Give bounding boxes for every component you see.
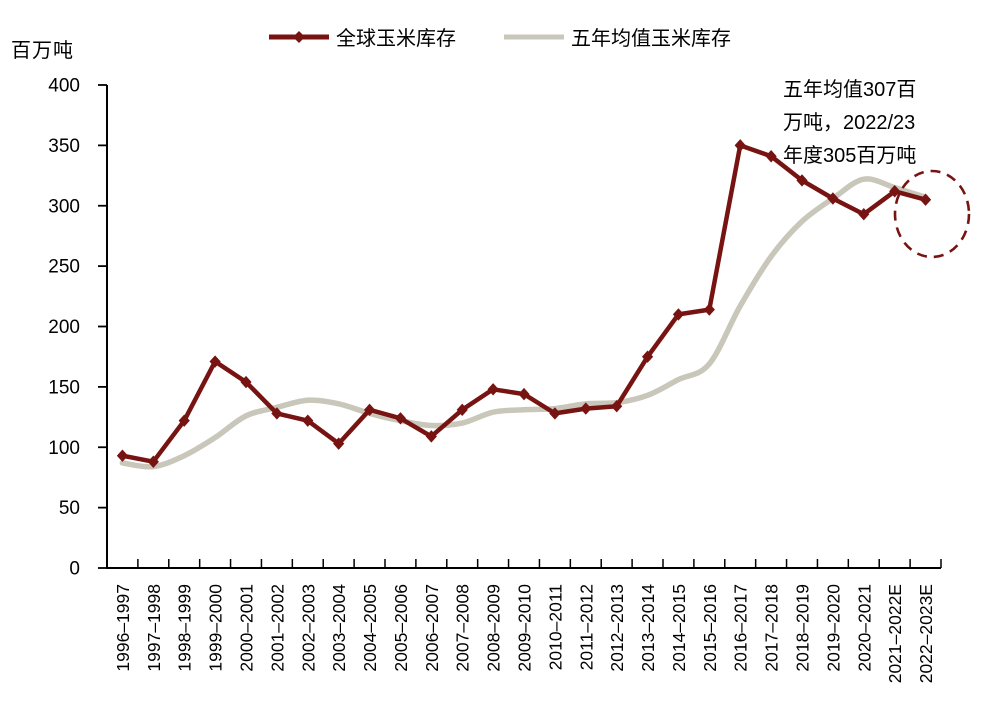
y-axis-unit-label: 百万吨 [11, 40, 74, 62]
legend-item-five-year-average: 五年均值玉米库存 [502, 22, 731, 51]
x-axis-tick-label: 2006–2007 [422, 584, 442, 672]
x-axis-tick-label: 2021–2022E [885, 584, 905, 683]
legend-line-icon [504, 34, 564, 39]
annotation-line-3: 年度305百万吨 [783, 145, 917, 167]
series-global-corn-stock-marker [487, 383, 499, 396]
y-axis-tick-label: 150 [48, 377, 80, 398]
y-axis-tick-label: 350 [48, 136, 80, 157]
x-axis-tick-label: 1998–1999 [175, 584, 195, 672]
series-global-corn-stock-marker [827, 192, 839, 205]
x-axis-tick-label: 2001–2002 [267, 584, 287, 672]
series-global-corn-stock-marker [363, 403, 376, 417]
x-axis-tick-label: 2017–2018 [762, 584, 782, 672]
y-axis-tick-label: 0 [69, 559, 80, 580]
series-global-corn-stock-marker [580, 402, 592, 415]
series-global-corn-stock-marker [271, 407, 283, 420]
x-axis-tick-label: 2010–2011 [545, 584, 565, 670]
series-global-corn-stock-marker [796, 174, 808, 187]
legend-line-diamond-icon [269, 30, 329, 43]
series-global-corn-stock-marker [302, 414, 314, 427]
series-global-corn-stock-marker [333, 437, 345, 450]
x-axis-tick-label: 2002–2003 [298, 584, 318, 672]
x-axis-tick-label: 2022–2023E [916, 584, 936, 683]
x-axis-tick-label: 2007–2008 [453, 584, 473, 672]
y-axis-tick-label: 100 [48, 438, 80, 459]
series-global-corn-stock-line [120, 143, 928, 464]
y-axis-tick-label: 300 [48, 196, 80, 217]
y-axis-tick-label: 250 [48, 257, 80, 278]
x-axis-tick-label: 2004–2005 [360, 584, 380, 672]
x-axis-tick-label: 2020–2021 [854, 584, 874, 672]
y-axis-tick-label: 400 [48, 76, 80, 97]
series-global-corn-stock-marker [178, 414, 190, 427]
x-axis-tick-label: 2016–2017 [731, 584, 751, 672]
x-axis-tick-label: 2009–2010 [515, 584, 535, 672]
series-global-corn-stock-marker [240, 375, 252, 389]
series-global-corn-stock-marker [641, 350, 654, 363]
series-global-corn-stock-marker [889, 185, 901, 198]
series-global-corn-stock-marker [147, 455, 159, 468]
x-axis-tick-label: 2012–2013 [607, 584, 627, 672]
y-axis-tick-label: 50 [59, 498, 80, 519]
series-global-corn-stock-marker [209, 355, 221, 368]
highlight-dashed-ellipse [893, 169, 971, 259]
series-global-corn-stock-marker [919, 193, 932, 206]
x-axis-tick-label: 2005–2006 [391, 584, 411, 672]
x-axis-tick-label: 2019–2020 [823, 584, 843, 672]
x-axis-tick-label: 2008–2009 [484, 584, 504, 672]
annotation-line-1: 五年均值307百 [783, 79, 917, 101]
legend-label-global-corn-stock: 全球玉米库存 [336, 28, 456, 50]
x-axis-tick-label: 1996–1997 [113, 584, 133, 672]
x-axis-tick-label: 1997–1998 [144, 584, 164, 672]
axis-lines [106, 85, 941, 569]
series-global-corn-stock-marker [394, 412, 407, 425]
legend-item-global-corn-stock: 全球玉米库存 [267, 22, 456, 51]
series-five-year-average-line [119, 176, 929, 470]
series-global-corn-stock-marker [116, 449, 129, 462]
series-global-corn-stock-marker [703, 303, 715, 316]
series-global-corn-stock-marker [858, 208, 870, 221]
series-global-corn-stock-marker [611, 399, 623, 413]
x-axis-tick-label: 2011–2012 [576, 584, 596, 670]
series-global-corn-stock-marker [672, 308, 685, 321]
x-axis-tick-label: 1999–2000 [206, 584, 226, 672]
series-global-corn-stock-marker [549, 407, 561, 420]
x-axis-tick-label: 2015–2016 [700, 584, 720, 672]
x-axis-tick-label: 2018–2019 [793, 584, 813, 672]
y-axis-tick-label: 200 [48, 317, 80, 338]
annotation-text: 五年均值307百 万吨，2022/23 年度305百万吨 [783, 74, 988, 173]
series-global-corn-stock-marker [734, 139, 746, 152]
legend-label-five-year-average: 五年均值玉米库存 [571, 28, 731, 50]
x-axis-tick-label: 2013–2014 [638, 584, 658, 672]
series-global-corn-stock-marker [425, 430, 437, 443]
annotation-line-2: 万吨，2022/23 [783, 112, 916, 134]
series-global-corn-stock-marker [765, 150, 777, 163]
series-global-corn-stock-marker [456, 403, 468, 417]
series-global-corn-stock-marker [518, 387, 530, 401]
legend: 全球玉米库存 五年均值玉米库存 [0, 22, 998, 51]
x-axis-tick-label: 2014–2015 [669, 584, 689, 672]
x-axis-tick-label: 2003–2004 [329, 584, 349, 672]
x-axis-tick-label: 2000–2001 [237, 584, 257, 672]
